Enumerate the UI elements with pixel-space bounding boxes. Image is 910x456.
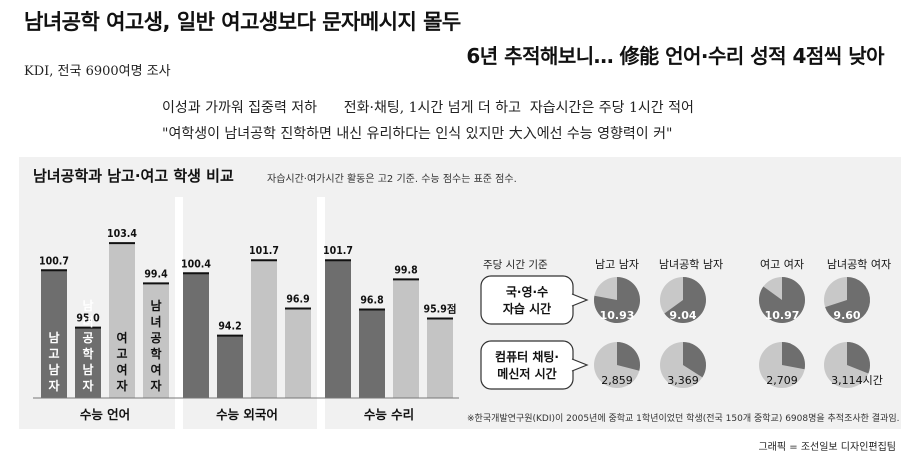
bar [285,308,311,398]
category-label: 수능 수리 [364,407,414,422]
row-label-box [480,275,574,325]
bar [359,309,385,398]
pie-slice [847,342,870,374]
series-label-char: 녀 [82,314,93,329]
bar [427,318,453,398]
bar [143,283,169,398]
series-label-char: 여 [116,362,127,377]
pie-slice [617,342,641,371]
pie-header: 주당 시간 기준 [483,259,548,271]
series-label-char: 학 [82,346,93,361]
pie-value-label: 10.97 [765,309,800,322]
series-label-char: 학 [150,346,161,361]
series-label-char: 자 [116,378,127,393]
chart-panel: 남녀공학과 남고·여고 학생 비교 자습시간·여가시간 활동은 고2 기준. 수… [19,157,901,429]
series-label-char: 남 [82,298,93,313]
bar-value-label: 100.4 [181,258,211,270]
pie-value-label: 2,709 [766,374,798,387]
pie-value-label: 9.04 [669,309,696,322]
series-label-char: 고 [116,347,127,361]
pie-value-label: 3,369 [667,374,699,387]
series-label-char: 공 [82,331,93,345]
bar-value-label: 95.0 [76,313,100,325]
series-label-char: 공 [150,331,161,345]
bar [217,335,243,398]
bar-value-label: 99.8 [394,264,417,276]
bar [183,273,209,398]
lead-line-2: "여학생이 남녀공학 진학하면 내신 유리하다는 인식 있지만 大入에선 수능 … [162,126,673,142]
bar-value-label: 101.7 [249,245,279,257]
source-line: KDI, 전국 6900여명 조사 [24,64,171,79]
bar [251,260,277,398]
group-gap [317,197,325,429]
series-label-char: 자 [82,378,93,393]
row-label-text: 메신저 시간 [497,366,556,381]
series-label-char: 남 [48,330,59,345]
pie-value-label: 9.60 [833,309,860,322]
lead-line-1: 이성과 가까워 집중력 저하 전화·채팅, 1시간 넘게 더 하고 자습시간은 … [162,100,694,116]
pie-value-label: 3,114시간 [831,374,883,387]
group-gap [175,197,183,429]
bar-value-label: 99.4 [144,268,168,280]
row-label-text: 자습 시간 [503,301,551,316]
category-label: 수능 외국어 [216,407,278,422]
bar-value-label: 100.7 [39,255,69,267]
series-label-char: 고 [48,347,59,361]
category-label: 수능 언어 [80,407,130,422]
pie-slice [825,277,871,323]
series-label-char: 자 [48,378,59,393]
pie-column-label: 남고 남자 [595,258,639,271]
row-label-pointer [571,358,589,372]
pie-slice [664,277,706,323]
pie-slice [758,277,805,323]
series-label-char: 여 [116,330,127,345]
bar-chart: 100.7남고남자95.0남녀공학남자103.4여고여자99.4남녀공학여자수능… [19,197,465,429]
bar [109,243,135,398]
bar [75,327,101,398]
series-label-char: 자 [150,378,161,393]
bar-value-label: 95.9점 [424,304,457,316]
pie-charts: 주당 시간 기준 남고 남자 남녀공학 남자 여고 여자 남녀공학 여자국·영·수자습 … [480,258,891,390]
panel-title: 남녀공학과 남고·여고 학생 비교 [33,167,234,185]
row-label-text: 컴퓨터 채팅· [495,349,559,364]
bar [41,270,67,398]
bar-value-label: 103.4 [107,228,137,240]
series-label-char: 남 [48,362,59,377]
pie-slice [782,342,805,370]
graphic-credit: 그래픽 = 조선일보 디자인편집팀 [758,442,896,453]
headline: 남녀공학 여고생, 일반 여고생보다 문자메시지 몰두 [24,10,461,34]
bar-value-label: 101.7 [323,245,353,257]
pie-slice [683,342,706,378]
pie-column-label: 여고 여자 [760,258,804,271]
row-label-box [480,340,574,390]
bar-value-label: 96.9 [286,294,309,306]
pie-slice [594,277,641,323]
row-label-pointer [571,293,589,307]
series-label-char: 여 [150,362,161,377]
bar-value-label: 94.2 [218,321,241,333]
bar [393,279,419,398]
row-label-text: 국·영·수 [506,284,548,299]
series-label-char: 남 [82,362,93,377]
pie-column-label: 남녀공학 여자 [827,258,891,271]
bar-value-label: 96.8 [360,295,383,307]
panel-note: 자습시간·여가시간 활동은 고2 기준. 수능 점수는 표준 점수. [267,174,517,185]
pie-value-label: 2,859 [601,374,633,387]
pie-column-label: 남녀공학 남자 [659,258,723,271]
series-label-char: 녀 [150,314,161,329]
pie-value-label: 10.93 [600,309,635,322]
footnote: ※한국개발연구원(KDI)이 2005년에 중학교 1학년이었던 학생(전국 1… [467,414,900,424]
series-label-char: 남 [150,298,161,313]
subhead: 6년 추적해보니… 修能 언어·수리 성적 4점씩 낮아 [466,44,884,68]
bar [325,260,351,398]
